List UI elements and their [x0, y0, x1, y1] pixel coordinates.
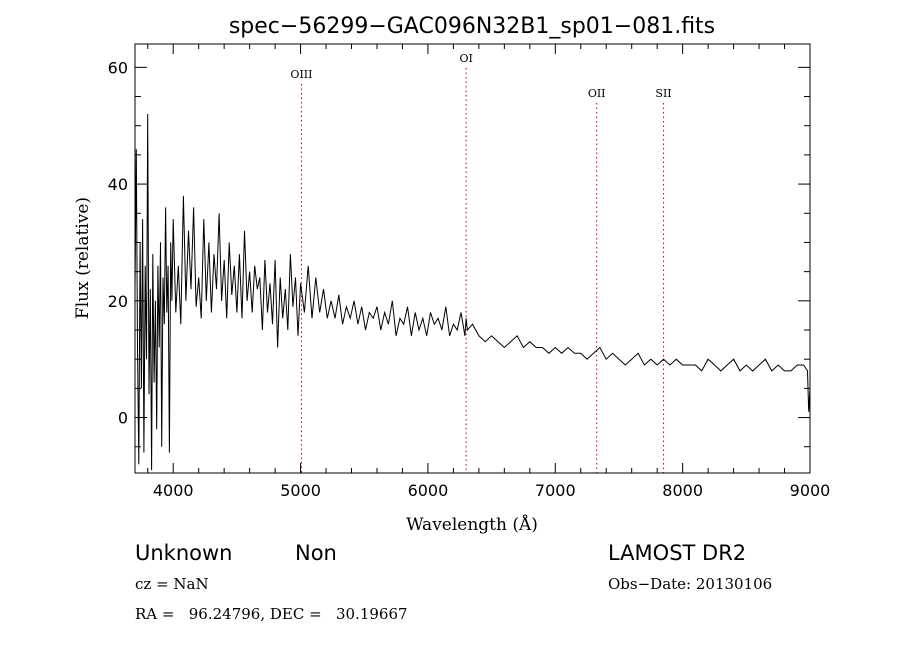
spectrum-line [134, 113, 811, 471]
y-tick-label: 60 [108, 58, 128, 77]
x-tick-label: 8000 [662, 481, 703, 500]
emission-line-label: OII [588, 87, 606, 100]
object-class: Unknown [135, 541, 233, 565]
emission-line-label: OI [459, 52, 472, 65]
axis-ticks: 4000 5000 6000 7000 8000 9000 0 20 40 60 [108, 44, 831, 500]
emission-line-label: OIII [290, 68, 312, 81]
y-tick-label: 0 [118, 409, 128, 428]
x-tick-label: 7000 [535, 481, 576, 500]
x-axis-label: Wavelength (Å) [406, 514, 538, 535]
y-tick-label: 40 [108, 175, 128, 194]
chart-title: spec−56299−GAC096N32B1_sp01−081.fits [229, 14, 715, 39]
x-tick-label: 9000 [790, 481, 831, 500]
object-subclass: Non [295, 541, 337, 565]
emission-line-markers: OIII OI OII SII [290, 52, 672, 473]
x-tick-label: 6000 [408, 481, 449, 500]
observation-date: Obs−Date: 20130106 [608, 575, 773, 593]
x-tick-label: 5000 [280, 481, 321, 500]
plot-frame [134, 43, 811, 474]
y-axis-label: Flux (relative) [73, 197, 93, 319]
y-tick-label: 20 [108, 292, 128, 311]
x-tick-label: 4000 [153, 481, 194, 500]
sky-coordinates: RA = 96.24796, DEC = 30.19667 [135, 605, 408, 623]
redshift-value: cz = NaN [135, 575, 209, 593]
survey-name: LAMOST DR2 [608, 541, 747, 565]
emission-line-label: SII [655, 87, 671, 100]
